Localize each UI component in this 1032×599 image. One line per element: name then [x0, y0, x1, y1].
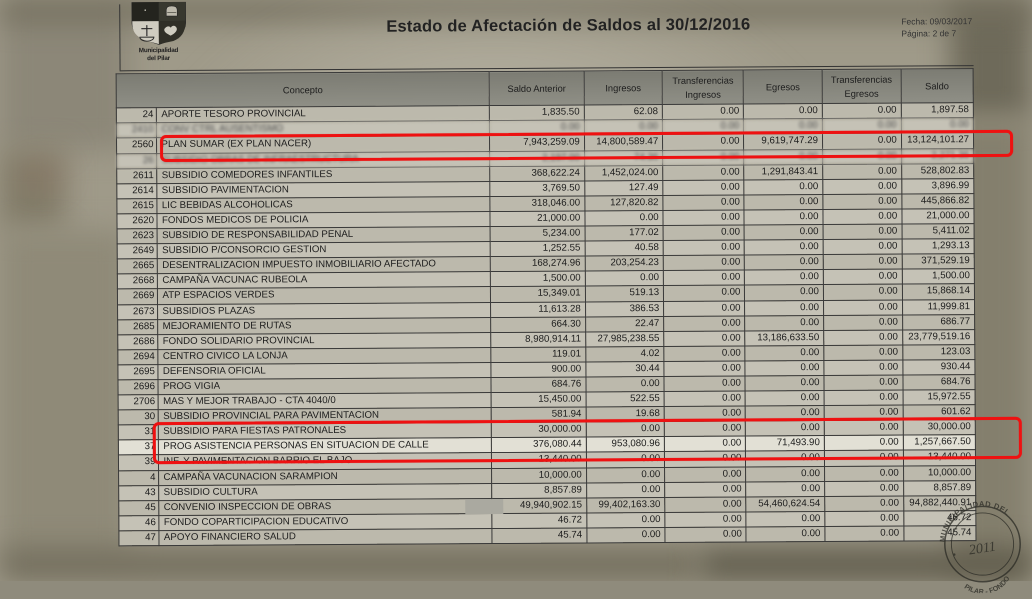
svg-text:PILAR - FONDO: PILAR - FONDO	[963, 575, 1012, 594]
svg-text:2011: 2011	[968, 539, 997, 559]
svg-text:MUNICIPALIDAD DEL: MUNICIPALIDAD DEL	[937, 499, 1012, 543]
